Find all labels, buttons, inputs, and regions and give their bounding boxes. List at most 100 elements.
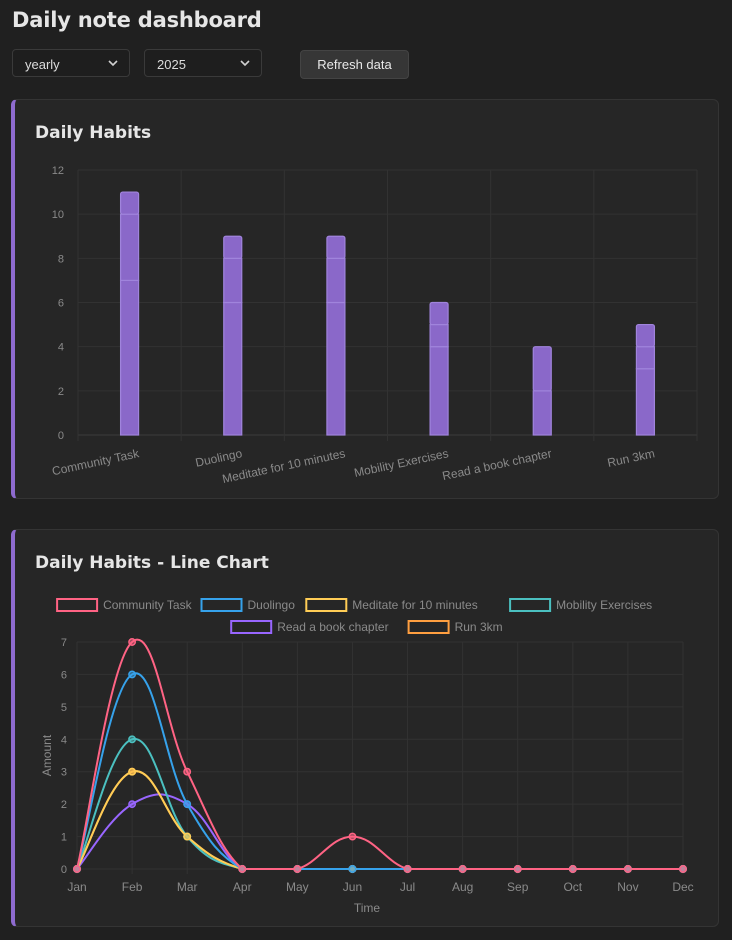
- x-tick-label: Aug: [452, 880, 473, 894]
- year-select[interactable]: 2025: [144, 49, 262, 77]
- data-point[interactable]: [293, 865, 302, 873]
- legend-item[interactable]: Duolingo: [200, 598, 296, 612]
- page-title: Daily note dashboard: [12, 8, 262, 32]
- x-tick-label: Mar: [177, 880, 198, 894]
- line-chart: Community Task Duolingo Meditate for 10 mi…: [40, 598, 694, 915]
- period-select[interactable]: yearly: [12, 49, 130, 77]
- legend-swatch: [230, 620, 273, 634]
- x-tick-label: Read a book chapter: [441, 446, 553, 483]
- legend-item[interactable]: Read a book chapter: [230, 620, 389, 634]
- data-point[interactable]: [128, 767, 137, 776]
- bar-segment[interactable]: [635, 323, 656, 348]
- y-tick-label: 12: [52, 165, 64, 177]
- refresh-data-button[interactable]: Refresh data: [300, 50, 409, 79]
- x-tick-label: Jan: [67, 880, 86, 894]
- y-tick-label: 2: [61, 799, 67, 811]
- data-point[interactable]: [458, 865, 467, 873]
- bar-segment[interactable]: [223, 257, 243, 304]
- x-tick-label: Run 3km: [606, 446, 656, 470]
- bar-segment[interactable]: [223, 301, 243, 436]
- series-line: [76, 770, 683, 870]
- data-point[interactable]: [128, 800, 137, 809]
- legend-swatch: [407, 620, 450, 634]
- x-tick-label: Apr: [233, 880, 252, 894]
- y-tick-label: 3: [61, 767, 67, 779]
- data-point[interactable]: [348, 865, 357, 873]
- data-point[interactable]: [623, 865, 632, 873]
- bar-segment[interactable]: [223, 235, 243, 259]
- period-select-value: yearly: [25, 57, 60, 72]
- legend-label: Run 3km: [455, 620, 503, 634]
- y-tick-label: 1: [61, 832, 67, 844]
- bar-segment[interactable]: [326, 235, 346, 259]
- bar-segment[interactable]: [326, 257, 346, 304]
- x-tick-label: Sep: [507, 880, 529, 894]
- legend-swatch: [56, 598, 99, 612]
- x-tick-label: Duolingo: [194, 446, 244, 470]
- bar-segment[interactable]: [429, 301, 449, 326]
- data-point[interactable]: [238, 865, 247, 873]
- data-point[interactable]: [568, 865, 577, 873]
- series-line: [76, 793, 683, 870]
- data-point[interactable]: [128, 735, 137, 744]
- bar-segment[interactable]: [119, 213, 140, 282]
- y-tick-label: 0: [61, 864, 67, 876]
- y-tick-label: 0: [58, 430, 64, 442]
- y-tick-label: 4: [61, 734, 67, 746]
- data-point[interactable]: [73, 865, 81, 873]
- bar-segment[interactable]: [429, 323, 449, 348]
- chevron-down-icon: [108, 60, 118, 67]
- data-point[interactable]: [679, 865, 687, 873]
- legend-item[interactable]: Community Task: [56, 598, 193, 612]
- data-point[interactable]: [128, 638, 137, 646]
- y-tick-label: 6: [61, 669, 67, 681]
- legend-item[interactable]: Meditate for 10 minutes: [305, 598, 478, 612]
- y-tick-label: 7: [61, 637, 67, 649]
- legend-label: Mobility Exercises: [556, 598, 652, 612]
- y-tick-label: 4: [58, 342, 64, 354]
- y-tick-label: 8: [58, 253, 64, 265]
- line-chart-card: Daily Habits - Line Chart Community Task…: [11, 529, 719, 927]
- legend-swatch: [509, 598, 552, 612]
- series-line: [76, 672, 683, 870]
- data-point[interactable]: [513, 865, 522, 873]
- x-tick-label: Mobility Exercises: [353, 446, 450, 480]
- bar-chart-card: Daily Habits 0 2 4 6 8 10 12 Community Task Duol…: [11, 99, 719, 499]
- year-select-value: 2025: [157, 57, 186, 72]
- y-tick-label: 2: [58, 386, 64, 398]
- x-tick-label: Jun: [343, 880, 362, 894]
- legend-label: Duolingo: [248, 598, 296, 612]
- bar-segment[interactable]: [119, 191, 140, 215]
- bar-segment[interactable]: [635, 368, 656, 436]
- bar-segment[interactable]: [532, 390, 552, 436]
- legend-label: Community Task: [103, 598, 192, 612]
- bar-segment[interactable]: [532, 346, 552, 392]
- legend-label: Meditate for 10 minutes: [352, 598, 477, 612]
- x-axis-title: Time: [354, 901, 381, 915]
- legend-item[interactable]: Mobility Exercises: [509, 598, 652, 612]
- bar-segment[interactable]: [635, 346, 656, 370]
- data-point[interactable]: [183, 800, 192, 809]
- x-tick-label: Nov: [617, 880, 638, 894]
- data-point[interactable]: [403, 865, 412, 873]
- bar-segment[interactable]: [119, 279, 140, 436]
- line-chart-title: Daily Habits - Line Chart: [35, 553, 269, 573]
- data-point[interactable]: [183, 767, 192, 776]
- data-point[interactable]: [128, 670, 137, 679]
- x-tick-label: May: [286, 880, 309, 894]
- data-point[interactable]: [183, 832, 192, 841]
- bar-chart-title: Daily Habits: [35, 123, 152, 143]
- legend-label: Read a book chapter: [277, 620, 388, 634]
- legend-item[interactable]: Run 3km: [407, 620, 503, 634]
- x-tick-label: Oct: [563, 880, 582, 894]
- x-tick-label: Jul: [400, 880, 415, 894]
- bar-segment[interactable]: [429, 346, 449, 436]
- x-tick-label: Dec: [672, 880, 693, 894]
- data-point[interactable]: [348, 832, 357, 841]
- legend-swatch: [305, 598, 348, 612]
- x-tick-label: Community Task: [51, 446, 141, 478]
- legend-swatch: [200, 598, 243, 612]
- bar-segment[interactable]: [326, 301, 346, 436]
- x-tick-label: Feb: [122, 880, 143, 894]
